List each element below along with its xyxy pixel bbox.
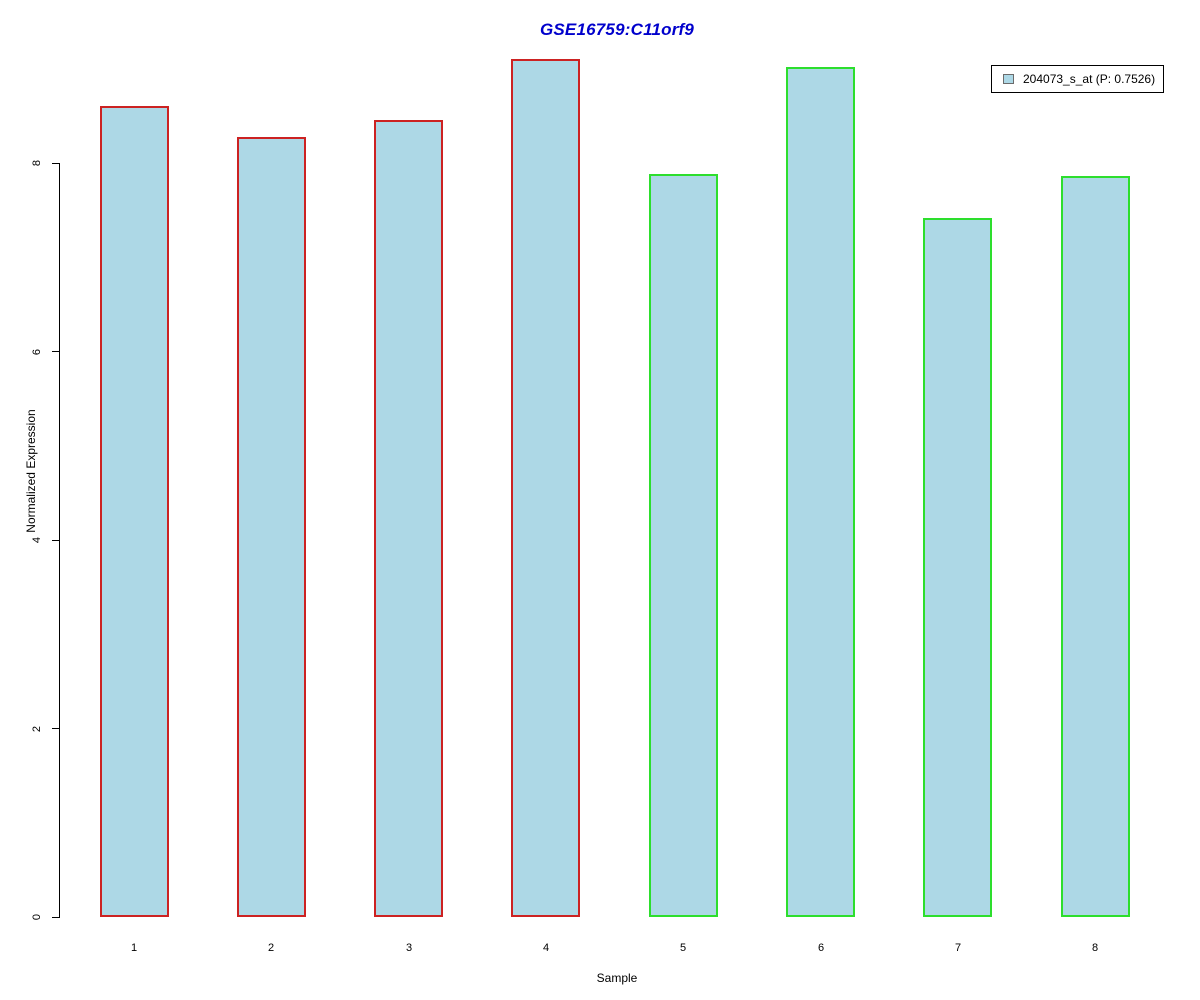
- x-tick-label: 6: [817, 942, 825, 954]
- legend-label: 204073_s_at (P: 0.7526): [1023, 72, 1156, 86]
- bar-sample-1: [100, 106, 169, 917]
- y-tick-label: 6: [31, 348, 43, 355]
- x-tick-label: 5: [679, 942, 687, 954]
- x-tick-label: 4: [542, 942, 550, 954]
- bar-sample-4: [511, 59, 580, 917]
- y-tick-label: 8: [31, 159, 43, 167]
- y-tick-mark: [52, 351, 59, 352]
- bar-sample-2: [237, 137, 306, 917]
- x-tick-label: 3: [405, 942, 413, 954]
- bar-sample-3: [374, 120, 443, 917]
- x-tick-label: 1: [130, 942, 138, 954]
- bar-sample-8: [1061, 176, 1130, 917]
- bar-sample-6: [786, 67, 855, 917]
- y-tick-mark: [52, 162, 59, 164]
- y-axis-line: [59, 163, 60, 918]
- y-tick-mark: [52, 916, 59, 918]
- x-axis-label: Sample: [596, 971, 638, 985]
- y-tick-mark: [52, 728, 59, 729]
- y-tick-label: 2: [31, 725, 43, 732]
- x-tick-label: 8: [1091, 942, 1099, 954]
- x-tick-label: 2: [267, 942, 275, 954]
- chart-title: GSE16759:C11orf9: [539, 20, 695, 39]
- bar-sample-7: [923, 218, 992, 917]
- legend-swatch-icon: [1003, 74, 1014, 84]
- bar-sample-5: [649, 174, 718, 917]
- y-tick-mark: [52, 539, 59, 541]
- x-tick-label: 7: [954, 942, 962, 954]
- y-tick-label: 4: [31, 536, 43, 544]
- y-tick-label: 0: [31, 913, 43, 921]
- legend: 204073_s_at (P: 0.7526): [991, 65, 1164, 93]
